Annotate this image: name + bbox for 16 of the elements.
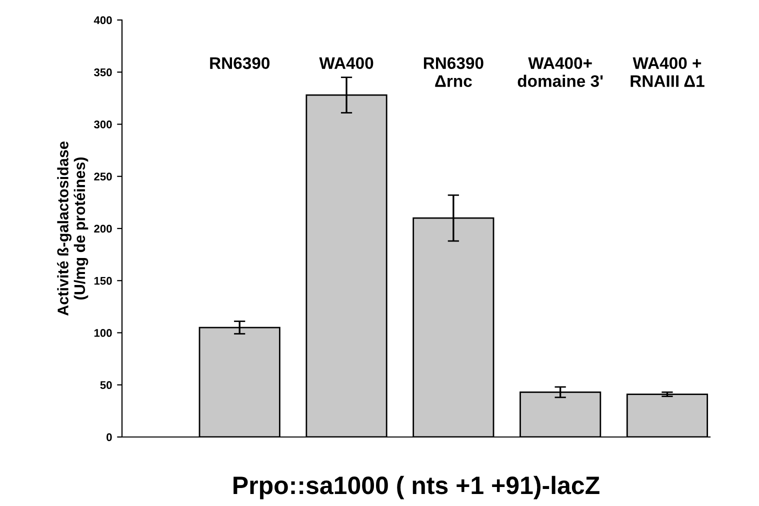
y-tick-label: 350 (94, 68, 112, 76)
x-axis-title: Prpo::sa1000 ( nts +1 +91)-lacZ (234, 476, 600, 500)
y-tick-label: 250 (94, 172, 112, 181)
x-tick-label: WA400 (319, 57, 374, 70)
x-tick-label: RN6390 (210, 57, 270, 70)
y-tick-label: 300 (94, 120, 112, 128)
x-tick-label: WA400+ domaine 3' (518, 57, 603, 88)
y-tick-label: 150 (94, 276, 112, 285)
x-tick-label: WA400 + RNAIII Δ1 (630, 57, 704, 87)
y-tick-label: 0 (106, 433, 112, 442)
y-tick-label: 400 (94, 16, 112, 24)
y-tick-label: 200 (94, 224, 112, 233)
x-tick-label: RN6390 Δrnc (424, 57, 484, 87)
y-tick-label: 100 (94, 329, 112, 337)
y-tick-label: 50 (100, 381, 112, 390)
y-axis-title: Activité ß-galactosidase (U/mg de protéines) (57, 142, 88, 316)
